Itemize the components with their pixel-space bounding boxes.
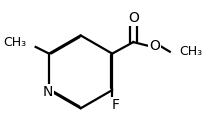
Text: N: N: [43, 85, 53, 99]
Text: O: O: [128, 11, 139, 25]
Text: CH₃: CH₃: [3, 36, 26, 49]
Text: F: F: [112, 99, 120, 112]
Text: O: O: [149, 39, 160, 53]
Text: CH₃: CH₃: [179, 45, 203, 58]
